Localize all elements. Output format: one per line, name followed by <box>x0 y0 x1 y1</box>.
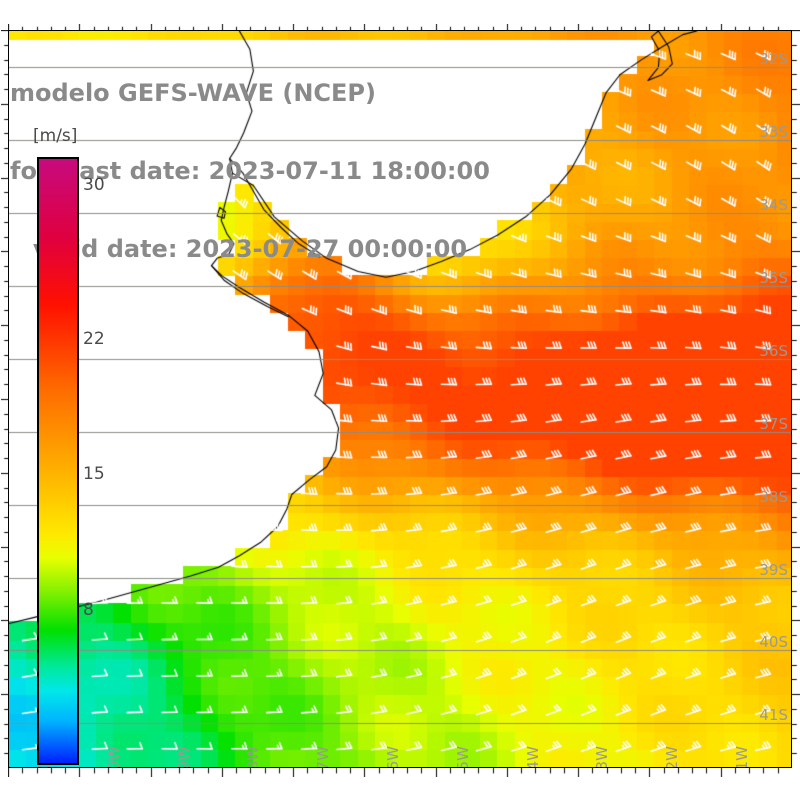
latitude-label: 32S <box>759 50 788 69</box>
longitude-label: 58W <box>244 746 263 767</box>
longitude-label: 57W <box>314 746 333 767</box>
axis-ruler-right <box>792 30 800 768</box>
colorbar: [m/s] 30 22 15 8 <box>20 126 135 776</box>
longitude-label: 53W <box>593 746 612 767</box>
colorbar-gradient <box>39 159 77 763</box>
map-plot-area: 32S33S34S35S36S37S38S39S40S41S61W60W59W5… <box>9 31 791 767</box>
latitude-label: 36S <box>759 341 788 360</box>
map-frame: 32S33S34S35S36S37S38S39S40S41S61W60W59W5… <box>8 30 792 768</box>
longitude-label: 59W <box>174 746 193 767</box>
latitude-label: 35S <box>759 269 788 288</box>
colorbar-tick-label: 15 <box>83 464 105 485</box>
latitude-label: 34S <box>759 196 788 215</box>
longitude-label: 55W <box>453 746 472 767</box>
latitude-label: 41S <box>759 706 788 725</box>
latitude-label: 37S <box>759 414 788 433</box>
latitude-label: 38S <box>759 487 788 506</box>
longitude-label: 56W <box>384 746 402 767</box>
colorbar-tick-label: 22 <box>83 329 105 350</box>
longitude-label: 52W <box>663 746 682 767</box>
axis-ruler-top <box>8 24 792 31</box>
colorbar-tick-label: 8 <box>83 599 94 620</box>
axis-ruler-bottom <box>8 768 792 777</box>
longitude-label: 51W <box>733 746 752 767</box>
wind-barb-layer <box>9 31 791 767</box>
colorbar-unit-label: [m/s] <box>33 126 78 146</box>
latitude-label: 33S <box>759 123 788 142</box>
latitude-label: 40S <box>759 633 788 652</box>
colorbar-gradient-box <box>37 157 79 765</box>
axis-ruler-left <box>1 30 9 768</box>
colorbar-tick-label: 30 <box>83 174 105 195</box>
longitude-label: 54W <box>523 746 542 767</box>
latitude-label: 39S <box>759 560 788 579</box>
